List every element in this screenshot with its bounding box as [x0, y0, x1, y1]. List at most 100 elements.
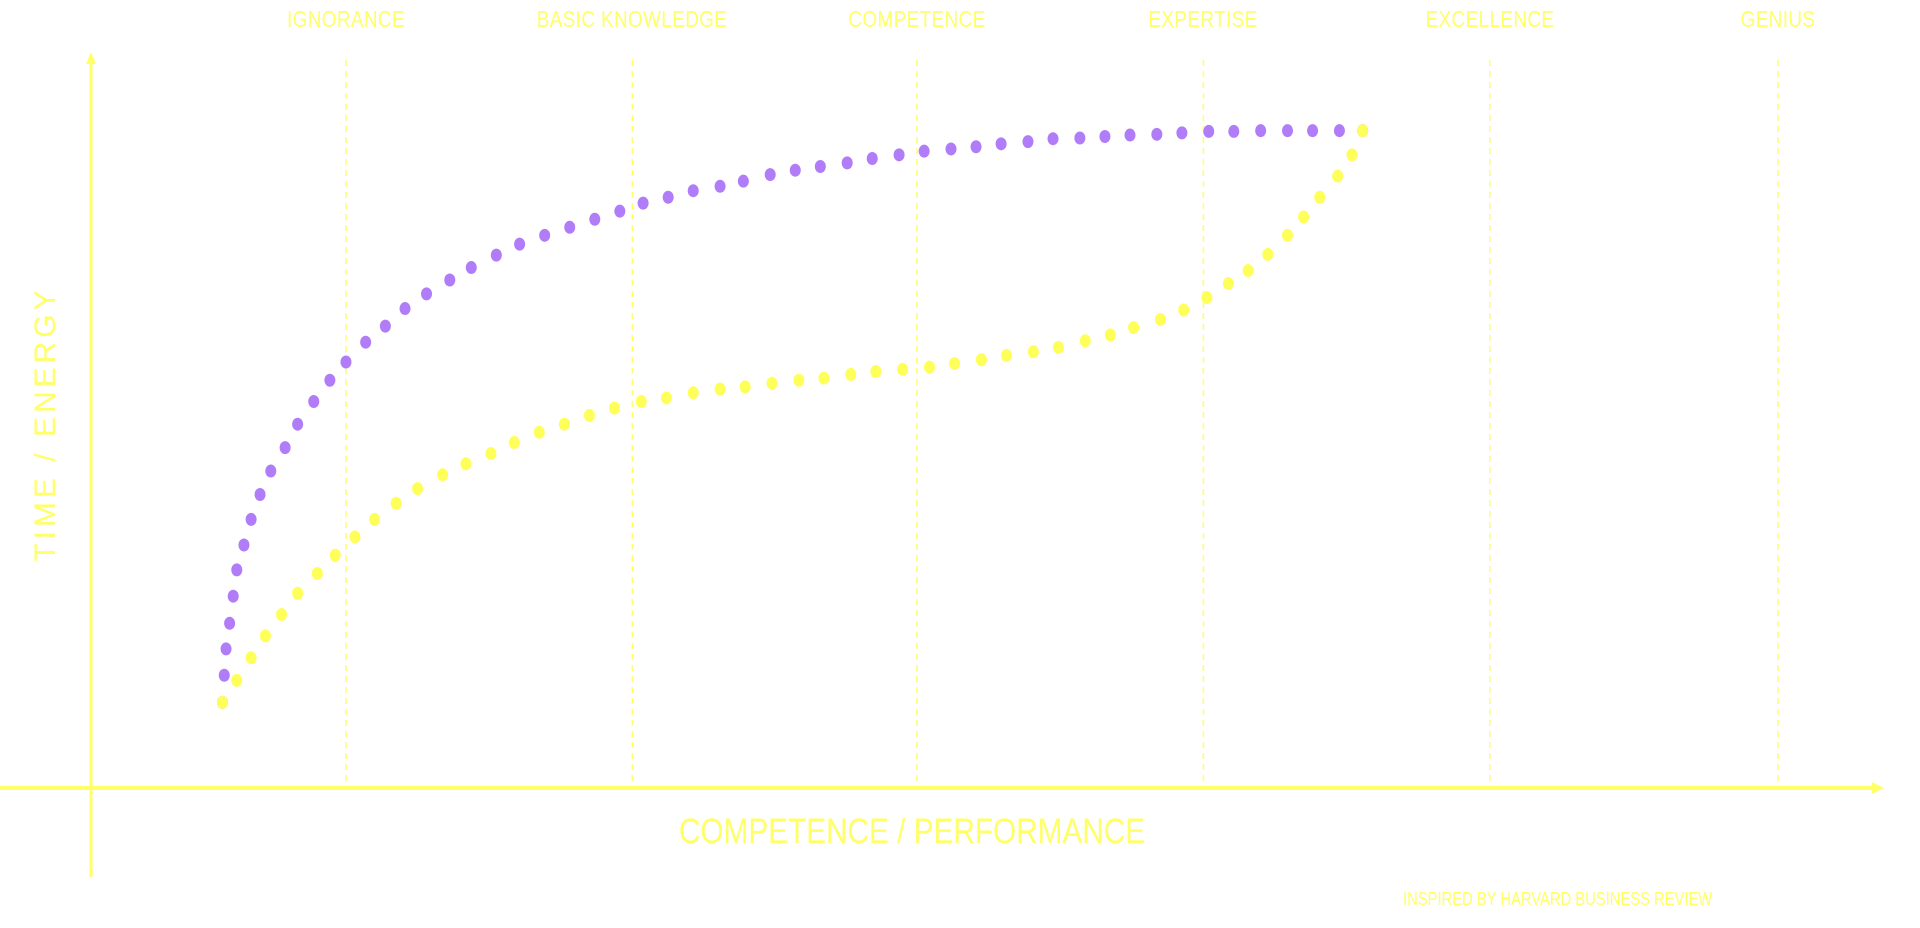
- data-point-series-1: [918, 144, 930, 158]
- data-point-series-1: [1099, 130, 1111, 144]
- data-point-series-1: [360, 335, 372, 349]
- data-point-series-1: [254, 487, 266, 501]
- data-point-series-1: [995, 137, 1007, 151]
- data-point-series-2: [608, 401, 620, 415]
- data-point-series-1: [224, 616, 236, 630]
- data-point-series-1: [231, 563, 243, 577]
- data-point-series-1: [421, 287, 433, 301]
- data-point-series-1: [1047, 132, 1059, 146]
- data-point-series-2: [1262, 247, 1274, 261]
- y-axis-arrow-icon: [86, 52, 96, 64]
- data-point-series-2: [845, 367, 857, 381]
- data-point-series-2: [924, 360, 936, 374]
- data-point-series-1: [1228, 124, 1240, 138]
- data-point-series-2: [276, 608, 288, 622]
- data-point-series-2: [1222, 277, 1234, 291]
- data-point-series-2: [1357, 124, 1369, 138]
- data-point-series-2: [1178, 303, 1190, 317]
- data-point-series-1: [737, 174, 749, 188]
- data-point-series-1: [614, 204, 626, 218]
- data-point-series-2: [1000, 348, 1012, 362]
- stage-label: EXPERTISE: [1148, 6, 1258, 32]
- data-point-series-2: [975, 353, 987, 367]
- data-point-series-1: [1176, 126, 1188, 140]
- data-point-series-1: [220, 642, 232, 656]
- data-point-series-1: [564, 220, 576, 234]
- data-point-series-1: [218, 668, 230, 682]
- stage-label: GENIUS: [1740, 6, 1816, 32]
- data-point-series-1: [970, 140, 982, 154]
- x-axis-label: COMPETENCE / PERFORMANCE: [678, 812, 1146, 851]
- data-point-series-2: [558, 417, 570, 431]
- data-point-series-1: [1022, 135, 1034, 149]
- data-point-series-1: [279, 441, 291, 455]
- data-point-series-1: [340, 355, 352, 369]
- data-point-series-2: [437, 468, 449, 482]
- data-point-series-2: [739, 380, 751, 394]
- stage-gridlines: [345, 60, 1779, 788]
- data-point-series-2: [1128, 321, 1140, 335]
- data-point-series-1: [866, 151, 878, 165]
- data-point-series-2: [349, 530, 361, 544]
- data-point-series-1: [1307, 124, 1319, 138]
- data-point-series-2: [1314, 190, 1326, 204]
- data-point-series-1: [714, 179, 726, 193]
- data-point-series-1: [399, 302, 411, 316]
- data-point-series-1: [292, 417, 304, 431]
- data-point-series-2: [231, 673, 243, 687]
- data-point-series-2: [292, 586, 304, 600]
- data-point-series-2: [1332, 169, 1344, 183]
- series-dots: [216, 124, 1369, 709]
- data-point-series-2: [687, 386, 699, 400]
- data-point-series-1: [764, 168, 776, 182]
- data-point-series-2: [1027, 345, 1039, 359]
- data-point-series-1: [227, 589, 239, 603]
- source-footnote: INSPIRED BY HARVARD BUSINESS REVIEW: [1403, 889, 1713, 909]
- data-point-series-2: [245, 651, 257, 665]
- data-point-series-1: [945, 142, 957, 156]
- data-point-series-2: [583, 408, 595, 422]
- data-point-series-2: [311, 567, 323, 581]
- data-point-series-1: [245, 512, 257, 526]
- data-point-series-1: [379, 319, 391, 333]
- data-point-series-2: [1154, 313, 1166, 327]
- data-point-series-1: [1282, 124, 1294, 138]
- data-point-series-2: [485, 446, 497, 460]
- data-point-series-2: [390, 496, 402, 510]
- data-point-series-2: [329, 548, 341, 562]
- data-point-series-2: [1104, 328, 1116, 342]
- data-point-series-1: [308, 395, 320, 409]
- data-point-series-1: [589, 212, 601, 226]
- data-point-series-2: [1052, 340, 1064, 354]
- data-point-series-2: [1079, 334, 1091, 348]
- stage-label: COMPETENCE: [848, 6, 986, 32]
- data-point-series-2: [369, 512, 381, 526]
- data-point-series-1: [1203, 124, 1215, 138]
- y-axis-label: TIME / ENERGY: [29, 286, 62, 562]
- data-point-series-2: [897, 362, 909, 376]
- data-point-series-2: [1242, 263, 1254, 277]
- data-point-series-1: [637, 196, 649, 210]
- data-point-series-2: [216, 695, 228, 709]
- stage-label: BASIC KNOWLEDGE: [537, 6, 728, 32]
- data-point-series-2: [259, 629, 271, 643]
- data-point-series-1: [841, 156, 853, 170]
- data-point-series-1: [789, 163, 801, 177]
- stage-label: IGNORANCE: [287, 6, 405, 32]
- data-point-series-2: [1346, 148, 1358, 162]
- data-point-series-2: [533, 425, 545, 439]
- data-point-series-2: [949, 356, 961, 370]
- data-point-series-1: [465, 261, 477, 275]
- data-point-series-2: [870, 364, 882, 378]
- data-point-series-1: [687, 184, 699, 198]
- data-point-series-2: [714, 382, 726, 396]
- data-point-series-1: [265, 464, 277, 478]
- data-point-series-1: [539, 228, 551, 242]
- data-point-series-2: [508, 435, 520, 449]
- data-point-series-2: [460, 457, 472, 471]
- data-point-series-2: [793, 373, 805, 387]
- data-point-series-2: [766, 376, 778, 390]
- data-point-series-2: [412, 482, 424, 496]
- data-point-series-2: [1282, 228, 1294, 242]
